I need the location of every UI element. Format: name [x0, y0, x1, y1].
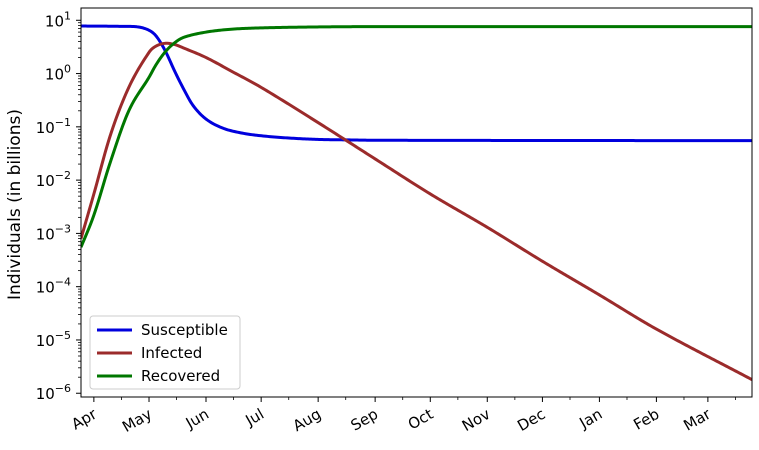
y-tick-label: 101 [45, 9, 71, 30]
x-tick-label: Oct [405, 405, 437, 434]
legend-box [89, 315, 241, 390]
y-tick-label: 10−5 [36, 329, 71, 350]
series-line-susceptible [81, 24, 752, 143]
x-tick-label: Jan [576, 405, 606, 433]
plot-frame [80, 7, 753, 398]
y-axis: 101 100 10−1 10−2 10−3 10−4 10−5 10−6 [36, 9, 81, 403]
y-tick-label: 100 [45, 63, 71, 84]
y-tick-label: 10−2 [36, 169, 71, 190]
y-tick-label: 10−4 [36, 276, 71, 297]
y-tick-label: 10−3 [36, 222, 71, 243]
y-tick-label: 10−1 [36, 116, 71, 137]
x-tick-label: Nov [459, 405, 493, 435]
x-axis: Apr May Jun Jul Aug Sep Oct Nov Dec Jan Feb Mar [68, 397, 736, 436]
x-tick-label: Feb [630, 405, 662, 434]
legend-label-susceptible: Susceptible [141, 321, 228, 339]
x-tick-label: May [119, 405, 155, 436]
x-tick-label: Jun [182, 405, 212, 433]
legend-label-recovered: Recovered [141, 367, 220, 385]
x-tick-label: Dec [514, 405, 548, 435]
series-layer [81, 24, 752, 381]
series-line-infected [81, 41, 752, 381]
x-tick-label: Sep [348, 405, 381, 435]
legend: Susceptible Infected Recovered [89, 315, 241, 390]
y-tick-label: 10−6 [36, 382, 71, 403]
x-tick-label: Jul [242, 405, 268, 430]
x-tick-label: Aug [290, 405, 324, 435]
x-tick-label: Mar [680, 404, 714, 434]
legend-label-infected: Infected [141, 344, 202, 362]
y-axis-label: Individuals (in billions) [5, 109, 25, 300]
series-line-recovered [81, 25, 752, 248]
x-tick-label: Apr [68, 404, 100, 433]
